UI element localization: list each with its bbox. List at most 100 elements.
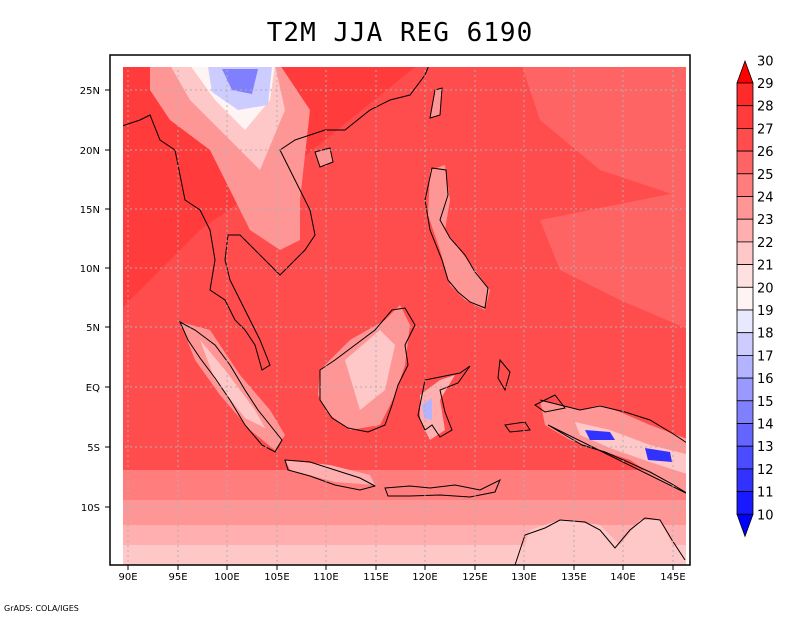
graticule — [110, 55, 690, 565]
lon-label: 90E — [118, 572, 137, 583]
philippines-shading — [428, 165, 490, 310]
colorbar-top-triangle — [736, 59, 754, 84]
java-shading — [285, 460, 375, 485]
lon-labels: 90E 95E 100E 105E 110E 115E 120E 125E 13… — [118, 572, 685, 583]
taiwan-shading — [430, 88, 442, 118]
sumatra-coast — [178, 320, 283, 453]
colorbar-label: 15 — [757, 395, 774, 410]
colorbar-segment — [736, 400, 754, 424]
shaded-field — [110, 55, 690, 565]
map-title: T2M JJA REG 6190 — [266, 18, 534, 48]
lon-label: 110E — [313, 572, 338, 583]
colorbar-segment — [736, 309, 754, 334]
colorbar-segment — [736, 196, 754, 220]
australia-shading — [520, 520, 680, 560]
colorbar-segment — [736, 445, 754, 470]
colorbar-label: 12 — [757, 463, 774, 478]
colorbar-label: 30 — [757, 54, 774, 69]
lon-label: 120E — [412, 572, 437, 583]
australia-coast — [514, 517, 686, 566]
colorbar-label: 28 — [757, 100, 774, 115]
colorbar-label: 23 — [757, 213, 774, 228]
seram-coast — [504, 421, 531, 433]
colorbar-segment — [736, 218, 754, 243]
colorbar-segment — [736, 127, 754, 152]
sulawesi-shading — [420, 375, 455, 440]
lesser-sunda-coast — [384, 478, 501, 498]
newguinea-cold-1 — [585, 430, 615, 440]
lon-label: 145E — [660, 572, 685, 583]
halmahera-coast — [497, 358, 511, 392]
colorbar-segment — [736, 332, 754, 356]
lon-label: 135E — [561, 572, 586, 583]
colorbar-label: 17 — [757, 349, 774, 364]
lon-label: 115E — [363, 572, 388, 583]
colorbar-segment — [736, 150, 754, 175]
colorbar-segment — [736, 82, 754, 107]
left-margin — [110, 55, 123, 565]
colorbar-segment — [736, 423, 754, 447]
lon-label: 100E — [214, 572, 239, 583]
lon-label: 130E — [511, 572, 536, 583]
colorbar-label: 21 — [757, 259, 774, 274]
tick-marks — [105, 89, 674, 570]
right-margin — [686, 55, 690, 565]
colorbar-segment — [736, 491, 754, 515]
colorbar-segment — [736, 354, 754, 379]
lat-label: 5N — [86, 323, 100, 334]
colorbar-label: 11 — [757, 486, 774, 501]
hainan-shading — [315, 148, 333, 167]
colorbar-label: 14 — [757, 418, 774, 433]
hainan-coast — [314, 147, 334, 168]
colorbar-label: 18 — [757, 327, 774, 342]
borneo-high — [345, 330, 395, 410]
colorbar-segment — [736, 173, 754, 197]
colorbar-segment — [736, 105, 754, 129]
lat-label: 10N — [80, 264, 100, 275]
sumatra-high — [200, 340, 265, 428]
colorbar-label: 20 — [757, 281, 774, 296]
taiwan-coast — [429, 87, 443, 119]
colorbar-segment — [736, 241, 754, 265]
colorbar-label: 27 — [757, 122, 774, 137]
colorbar-label: 13 — [757, 440, 774, 455]
lon-label: 105E — [264, 572, 289, 583]
map-frame — [109, 54, 691, 566]
colorbar-label: 29 — [757, 77, 774, 92]
lat-label: 15N — [80, 205, 100, 216]
newguinea-cold-2 — [645, 448, 672, 462]
sulawesi-cold — [422, 398, 432, 420]
lat-label: 25N — [80, 86, 100, 97]
sulawesi-coast — [417, 365, 471, 438]
colorbar-segment — [736, 468, 754, 492]
colorbar-segment — [736, 264, 754, 288]
tibet-cold-2 — [222, 69, 258, 94]
birdhead-coast — [534, 394, 566, 413]
top-margin — [110, 55, 690, 67]
lat-labels: 25N 20N 15N 10N 5N EQ 5S 10S — [80, 86, 100, 514]
lon-label: 140E — [610, 572, 635, 583]
colorbar-label: 22 — [757, 236, 774, 251]
lat-label: 5S — [87, 443, 100, 454]
lat-label: 20N — [80, 146, 100, 157]
lon-label: 95E — [168, 572, 187, 583]
philippines-coast — [424, 167, 489, 309]
cool-zone-ne — [520, 60, 690, 200]
lat-label: EQ — [86, 383, 100, 394]
lon-label: 125E — [462, 572, 487, 583]
lat-label: 10S — [81, 503, 100, 514]
colorbar-bottom-triangle — [736, 513, 754, 538]
colorbar: 30 29 28 27 26 25 24 23 22 21 20 19 18 17 16 15 14 13 12 11… — [736, 54, 774, 538]
credit-text: GrADS: COLA/IGES — [4, 604, 79, 613]
colorbar-label: 19 — [757, 304, 774, 319]
colorbar-label: 26 — [757, 145, 774, 160]
colorbar-segment — [736, 377, 754, 402]
colorbar-label: 25 — [757, 168, 774, 183]
borneo-coast — [319, 307, 416, 433]
cool-zone-e — [540, 190, 690, 330]
colorbar-segment — [736, 286, 754, 311]
colorbar-label: 24 — [757, 191, 774, 206]
java-coast — [284, 459, 377, 491]
colorbar-label: 16 — [757, 372, 774, 387]
colorbar-label: 10 — [757, 508, 774, 523]
